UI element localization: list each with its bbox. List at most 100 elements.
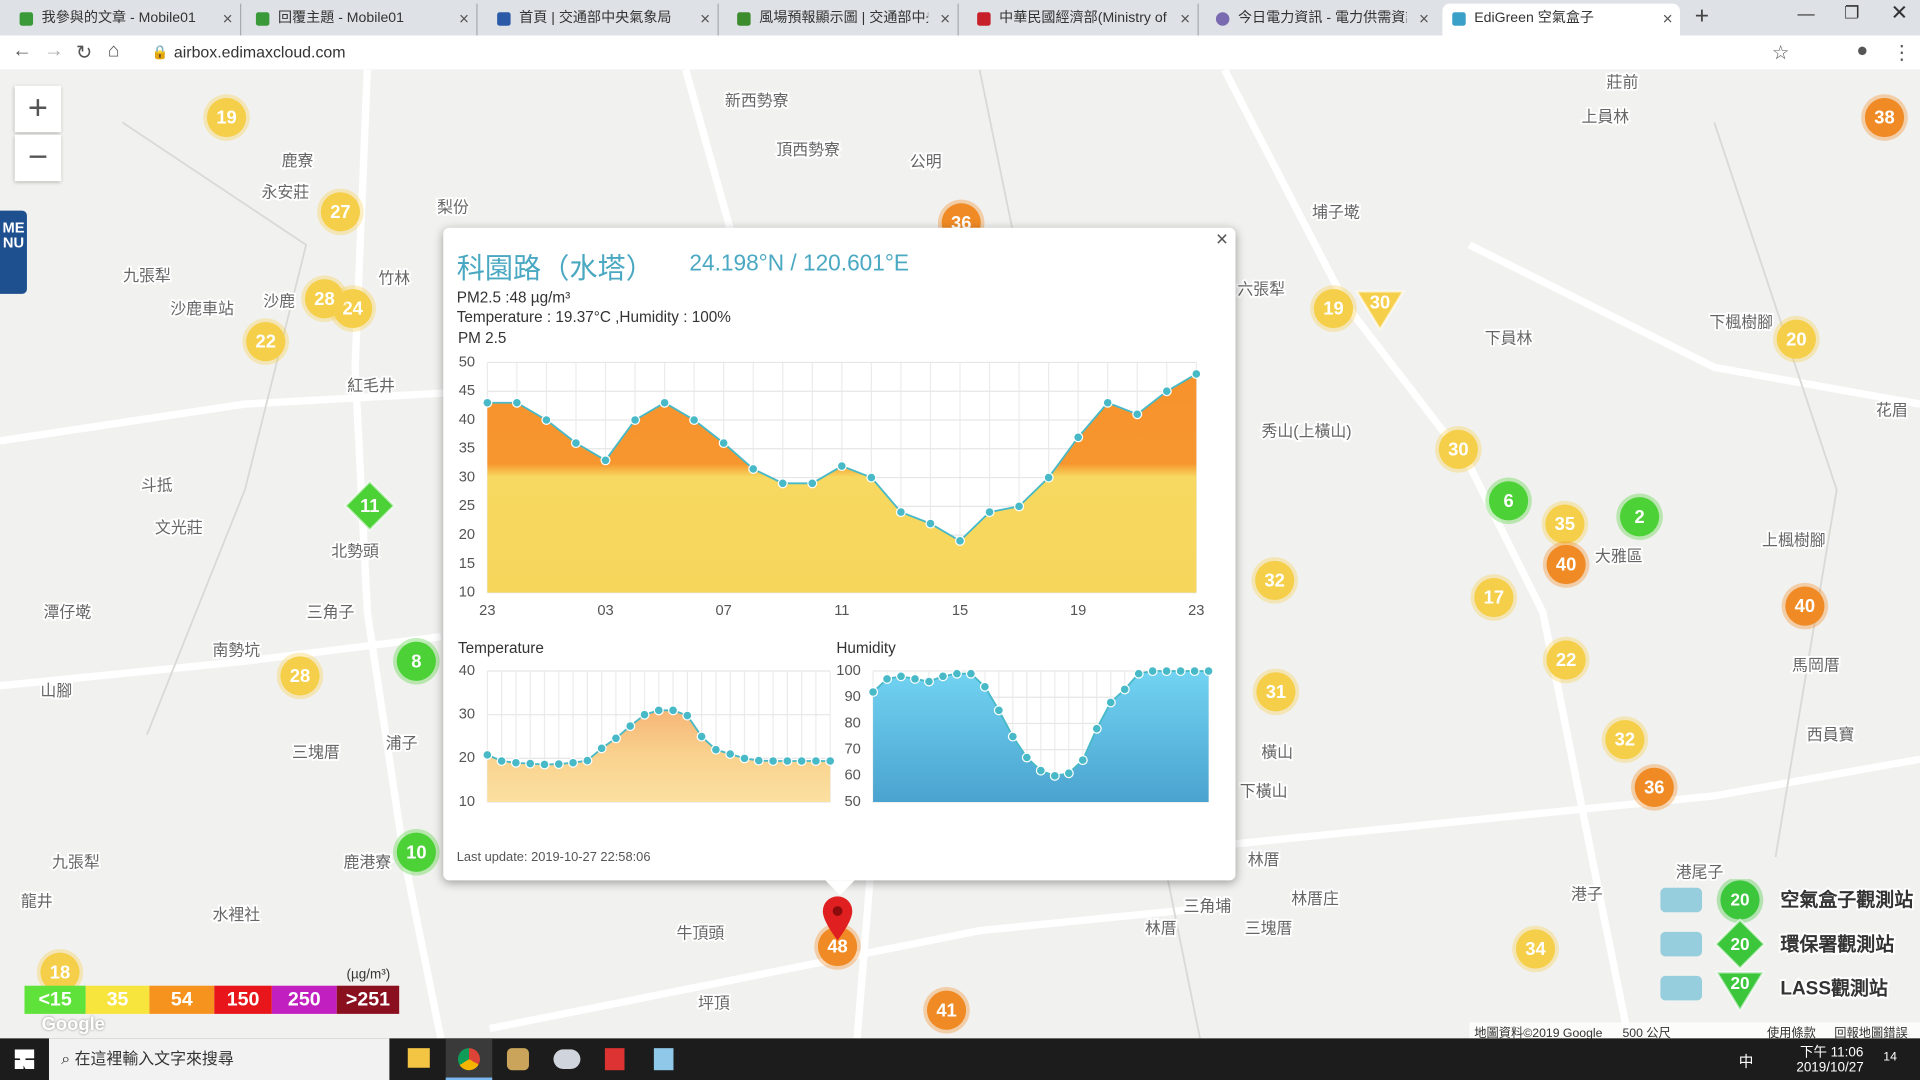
marker-value: 10 bbox=[406, 841, 426, 862]
marker-value: 34 bbox=[1525, 938, 1546, 959]
zoom-out[interactable]: − bbox=[14, 134, 62, 182]
terms[interactable]: 使用條款 bbox=[1766, 1027, 1816, 1041]
new-tab[interactable]: + bbox=[1694, 2, 1710, 30]
place-label: 浦子 bbox=[386, 735, 418, 753]
menu-tab[interactable]: MENU bbox=[0, 210, 27, 294]
marker bbox=[1488, 481, 1529, 521]
app-chrome[interactable] bbox=[445, 1038, 493, 1080]
url[interactable]: airbox.edimaxcloud.com bbox=[173, 42, 346, 62]
marker bbox=[343, 479, 396, 532]
station-icons: 20 空氣盒子觀測站 20 環保署觀測站 20 LASS觀測站 bbox=[1660, 879, 1915, 1013]
ime[interactable]: 中 bbox=[1738, 1053, 1754, 1071]
marker-value: 31 bbox=[1266, 681, 1286, 702]
marker bbox=[280, 656, 320, 696]
app[interactable] bbox=[604, 1048, 625, 1071]
marker bbox=[1776, 319, 1816, 359]
scale-swatch: <15 bbox=[24, 985, 86, 1014]
tab-active[interactable]: EdiGreen 空氣盒子 × bbox=[1442, 3, 1681, 36]
close-window[interactable]: ✕ bbox=[1890, 1, 1909, 25]
place-label: 坪頂 bbox=[698, 994, 730, 1012]
marker-value: 27 bbox=[330, 201, 350, 222]
place-label: 三塊厝 bbox=[292, 743, 340, 761]
marker-value: 8 bbox=[411, 650, 421, 671]
tab[interactable]: 首頁 | 交通部中央氣象局 × bbox=[487, 3, 719, 36]
forward[interactable]: → bbox=[44, 40, 64, 62]
place-label: 北勢頭 bbox=[331, 542, 379, 560]
station-marker bbox=[1714, 971, 1766, 1013]
station-label: 環保署觀測站 bbox=[1780, 932, 1894, 955]
place-label: 竹林 bbox=[378, 269, 410, 287]
popup-close[interactable]: × bbox=[1215, 227, 1229, 252]
place-label: 斗抵 bbox=[141, 476, 173, 494]
tab[interactable]: 風場預報顯示圖 | 交通部中央氣× bbox=[727, 3, 959, 36]
clock-date[interactable]: 2019/10/27 bbox=[1796, 1060, 1864, 1076]
marker bbox=[1546, 544, 1586, 585]
station-marker bbox=[1714, 918, 1766, 971]
search-box[interactable]: ⌕ 在這裡輸入文字來搜尋 bbox=[48, 1038, 390, 1080]
pin-dot bbox=[832, 906, 843, 916]
marker-value: 24 bbox=[342, 298, 363, 319]
marker-value: 11 bbox=[360, 495, 379, 516]
marker bbox=[1545, 504, 1585, 544]
place-label: 下楓樹腳 bbox=[1709, 313, 1773, 331]
menu[interactable]: ⋮ bbox=[1891, 42, 1912, 64]
home[interactable]: ⌂ bbox=[107, 40, 120, 62]
marker-value: 32 bbox=[1615, 729, 1635, 750]
marker bbox=[1864, 97, 1905, 138]
marker-value: 36 bbox=[1644, 776, 1664, 797]
station-marker-value: 20 bbox=[1730, 890, 1749, 910]
map-footer: 地圖資料©2019 Google 500 公尺 使用條款 回報地圖錯誤 bbox=[1469, 1022, 1920, 1041]
tab[interactable]: 回覆主題 - Mobile01 × bbox=[246, 3, 478, 36]
clock-time[interactable]: 下午 11:06 bbox=[1800, 1045, 1864, 1061]
place-label: 潭仔墘 bbox=[43, 604, 91, 622]
tab-bar: 我參與的文章 - Mobile01 × 回覆主題 - Mobile01 × 首頁 |… bbox=[0, 0, 1920, 36]
app[interactable] bbox=[653, 1048, 674, 1071]
report[interactable]: 回報地圖錯誤 bbox=[1834, 1027, 1908, 1041]
minimize[interactable]: — bbox=[1797, 3, 1815, 24]
app[interactable] bbox=[506, 1048, 529, 1071]
marker bbox=[817, 926, 858, 967]
place-label: 新西勢寮 bbox=[725, 92, 789, 110]
maximize[interactable]: ❐ bbox=[1844, 2, 1860, 23]
pm25-reading: PM2.5 :48 µg/m³ bbox=[456, 288, 571, 307]
pm-scale: <15 35 54 150 250 >251 bbox=[24, 985, 400, 1014]
last-update: Last update: 2019-10-27 22:58:06 bbox=[456, 849, 651, 865]
place-label: 頂西勢寮 bbox=[776, 141, 840, 159]
marker bbox=[1255, 560, 1295, 601]
place-label: 林厝 bbox=[1145, 920, 1177, 938]
place-label: 林厝庄 bbox=[1291, 890, 1339, 908]
start[interactable] bbox=[14, 1049, 35, 1069]
marker-value: 28 bbox=[290, 665, 310, 686]
marker-value: 20 bbox=[1786, 328, 1806, 349]
minor-roads bbox=[121, 69, 1838, 1039]
place-label: 沙鹿車站 bbox=[170, 300, 234, 318]
place-label: 三塊厝 bbox=[1245, 920, 1293, 938]
place-label: 龍井 bbox=[21, 893, 53, 911]
marker bbox=[1313, 288, 1354, 329]
marker-value: 22 bbox=[1556, 649, 1576, 670]
notifications[interactable]: 14 bbox=[1883, 1050, 1897, 1065]
app[interactable] bbox=[553, 1049, 581, 1069]
place-label: 秀山(上橫山) bbox=[1261, 422, 1351, 440]
marker bbox=[1605, 720, 1645, 760]
reload[interactable]: ↻ bbox=[75, 42, 93, 64]
tab[interactable]: 今日電力資訊 - 電力供需資訊 - 1× bbox=[1206, 4, 1436, 36]
marker bbox=[1785, 586, 1825, 626]
back[interactable]: ← bbox=[12, 40, 32, 62]
zoom-in[interactable]: + bbox=[14, 85, 62, 133]
tab[interactable]: 我參與的文章 - Mobile01 × bbox=[10, 3, 242, 36]
station-marker bbox=[1720, 880, 1760, 920]
marker bbox=[320, 192, 361, 232]
marker-value: 18 bbox=[50, 961, 70, 982]
coordinates: 24.198°N / 120.601°E bbox=[689, 249, 910, 276]
scale-swatch: 35 bbox=[85, 985, 150, 1014]
place-label: 三角埔 bbox=[1183, 898, 1231, 916]
place-label: 莊前 bbox=[1607, 73, 1639, 91]
bookmark[interactable]: ☆ bbox=[1771, 42, 1790, 64]
app-explorer[interactable] bbox=[407, 1048, 430, 1068]
tab[interactable]: 中華民國經濟部(Ministry of Eco× bbox=[967, 3, 1199, 36]
profile[interactable]: ● bbox=[1856, 40, 1869, 62]
place-label: 三角子 bbox=[307, 604, 355, 622]
station-marker-value: 20 bbox=[1730, 973, 1749, 993]
